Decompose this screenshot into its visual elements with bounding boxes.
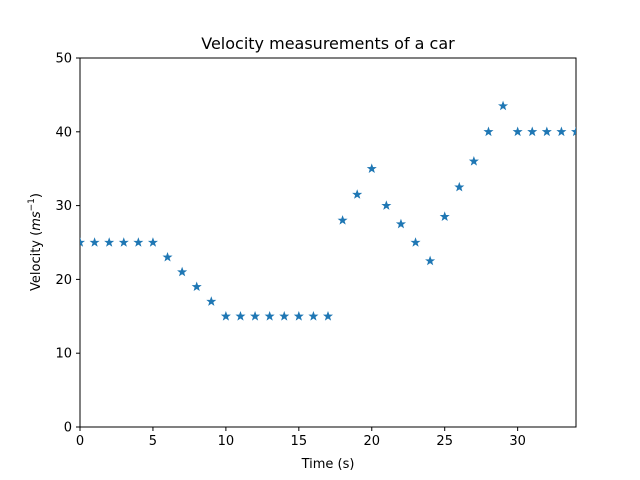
y-tick-label: 10 — [55, 347, 72, 362]
data-point — [177, 266, 188, 277]
y-axis-label-unit: ms — [29, 211, 44, 231]
data-point — [89, 237, 100, 247]
data-point — [468, 156, 479, 166]
data-point — [410, 237, 421, 247]
data-point — [264, 311, 275, 321]
data-point — [483, 126, 494, 137]
x-tick-label: 0 — [76, 434, 84, 449]
data-point — [162, 251, 173, 262]
data-point — [308, 311, 319, 321]
data-point — [381, 200, 392, 210]
data-point — [322, 311, 334, 321]
data-point — [235, 311, 246, 321]
data-point — [527, 126, 538, 137]
data-point — [80, 237, 86, 247]
x-tick-label: 20 — [363, 434, 380, 449]
y-axis-label-suffix: ) — [29, 193, 44, 198]
y-axis-label: Velocity (ms−1) — [27, 193, 44, 291]
data-point — [556, 126, 567, 137]
data-point — [133, 237, 144, 247]
data-point — [250, 311, 261, 321]
data-point — [541, 126, 552, 137]
data-point — [366, 163, 377, 173]
y-tick-label: 40 — [55, 125, 72, 140]
y-tick-label: 20 — [55, 273, 72, 288]
data-point — [293, 311, 304, 321]
data-point — [454, 181, 465, 192]
x-tick-label: 10 — [218, 434, 235, 449]
x-axis-label: Time (s) — [301, 457, 355, 472]
data-point — [337, 215, 348, 225]
data-point — [498, 100, 509, 111]
data-point — [352, 189, 363, 199]
data-point — [220, 311, 231, 321]
data-point — [439, 211, 450, 221]
data-point — [425, 255, 436, 266]
plot-area: 0 5 10 15 20 25 30 0 10 20 30 40 50 — [55, 52, 577, 449]
y-tick-label: 30 — [55, 199, 72, 214]
data-point — [512, 126, 523, 137]
data-point — [118, 237, 129, 247]
x-tick-label: 15 — [291, 434, 308, 449]
y-tick-label: 50 — [55, 52, 72, 67]
y-axis-label-prefix: Velocity ( — [29, 231, 44, 291]
data-point — [147, 237, 158, 247]
data-point — [395, 218, 406, 229]
data-point — [206, 296, 217, 306]
data-point — [191, 281, 202, 292]
data-point — [104, 237, 115, 247]
x-tick-label: 5 — [149, 434, 157, 449]
data-point — [279, 311, 290, 321]
chart-title: Velocity measurements of a car — [201, 34, 455, 53]
data-point — [570, 126, 576, 137]
y-axis-label-exponent: −1 — [27, 198, 37, 211]
x-tick-label: 30 — [509, 434, 526, 449]
x-tick-label: 25 — [436, 434, 453, 449]
data-points — [80, 100, 576, 321]
y-tick-label: 0 — [64, 421, 72, 436]
